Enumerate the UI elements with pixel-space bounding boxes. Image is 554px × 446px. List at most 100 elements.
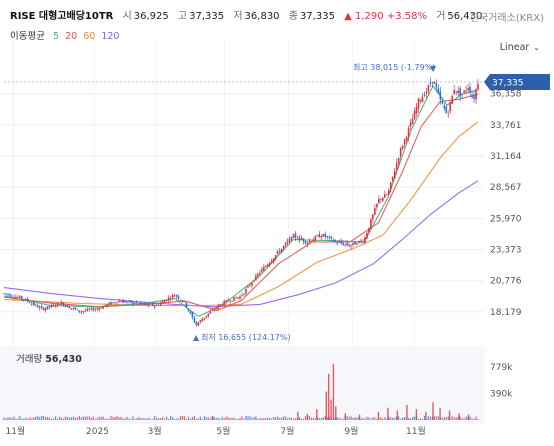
volume-bar <box>102 416 104 420</box>
candle-body <box>249 285 251 287</box>
volume-bar <box>247 416 249 420</box>
volume-bar <box>205 417 207 420</box>
volume-bar <box>100 416 102 420</box>
candle-body <box>368 227 370 233</box>
volume-bar <box>384 417 386 420</box>
scale-mode-dropdown[interactable]: Linear ⌄ <box>500 42 540 53</box>
candle-body <box>159 302 162 306</box>
candle-body <box>42 307 45 310</box>
candle-body <box>217 305 219 309</box>
candle-body <box>84 310 87 312</box>
candle-body <box>100 307 102 309</box>
volume-bar <box>398 416 400 420</box>
volume-label: 거 <box>436 11 446 22</box>
volume-spike-bar <box>344 413 346 420</box>
low-label: 저 <box>233 11 243 22</box>
moving-average-legend[interactable]: 이동평균 5 20 60 120 <box>10 28 122 42</box>
volume-bar <box>235 418 237 420</box>
candle-body <box>239 296 241 299</box>
candle-body <box>15 296 17 299</box>
candle-body <box>50 305 53 308</box>
volume-bar <box>219 418 221 420</box>
candle-body <box>336 242 338 244</box>
candle-body <box>278 250 281 252</box>
candle-body <box>366 232 368 239</box>
volume-bar <box>90 417 92 420</box>
volume-bar <box>116 416 118 420</box>
volume-bar <box>455 417 457 420</box>
candle-body <box>46 306 49 309</box>
volume-bar <box>142 418 144 420</box>
candle-body <box>431 82 434 83</box>
candle-body <box>130 300 132 303</box>
volume-bar <box>203 416 205 420</box>
volume-bar <box>201 418 203 420</box>
candle-body <box>21 296 23 299</box>
candle-body <box>34 304 37 306</box>
candle-body <box>106 304 108 307</box>
candle-body <box>387 190 390 195</box>
candle-body <box>44 308 47 311</box>
candle-body <box>209 311 212 314</box>
candle-body <box>54 305 57 307</box>
candle-body <box>149 303 152 305</box>
candle-body <box>352 242 354 245</box>
low-value: 36,830 <box>244 11 280 22</box>
candle-body <box>17 296 19 298</box>
candle-body <box>157 304 160 306</box>
candle-body <box>189 311 192 314</box>
volume-bar <box>469 416 471 420</box>
volume-bar <box>233 417 235 420</box>
volume-bar <box>181 415 184 420</box>
volume-bar <box>413 416 416 420</box>
candle-body <box>144 302 146 304</box>
volume-bar <box>130 418 132 420</box>
volume-bar <box>267 417 269 420</box>
volume-bar <box>72 416 75 420</box>
candle-body <box>370 219 372 229</box>
volume-spike-bar <box>415 409 418 420</box>
candle-body <box>415 106 418 114</box>
time-axis: 11월 2025 3월 5월 7월 9월 11월 <box>5 425 425 437</box>
volume-bar <box>154 415 156 420</box>
candle-body <box>360 240 362 242</box>
ma120-line <box>3 180 479 308</box>
candle-body <box>203 317 206 320</box>
volume-spike-bar <box>458 413 460 420</box>
candle-body <box>433 81 436 84</box>
volume-bar <box>80 417 82 420</box>
volume-bar <box>402 417 404 420</box>
change-percent: +3.58% <box>386 11 427 22</box>
current-price-tag <box>484 73 550 90</box>
volume-bar <box>148 417 150 420</box>
volume-bar <box>225 416 227 420</box>
candle-body <box>449 101 452 112</box>
volume-bar <box>292 418 295 420</box>
volume-bar <box>56 418 59 420</box>
volume-bar <box>215 417 217 420</box>
candle-body <box>126 301 128 303</box>
candle-body <box>163 300 166 303</box>
moving-average-label: 이동평균 <box>10 31 45 42</box>
candle-body <box>120 301 122 302</box>
volume-bar <box>259 417 261 420</box>
candle-body <box>66 304 69 308</box>
volume-bar <box>433 416 435 420</box>
volume-bar <box>179 416 182 420</box>
volume-spike-bar <box>325 391 328 420</box>
candle-body <box>25 298 27 301</box>
candle-body <box>354 241 356 245</box>
volume-bar <box>45 416 47 420</box>
volume-bar <box>7 417 9 420</box>
volume-bar <box>168 418 170 420</box>
volume-spike-bar <box>377 411 380 420</box>
candle-body <box>334 239 337 242</box>
candle-body <box>300 237 303 240</box>
candle-body <box>173 295 176 297</box>
volume-bar <box>269 417 271 420</box>
volume-bar <box>273 416 275 420</box>
candle-body <box>128 300 130 302</box>
volume-bar <box>25 418 27 420</box>
volume-bar <box>5 418 7 420</box>
